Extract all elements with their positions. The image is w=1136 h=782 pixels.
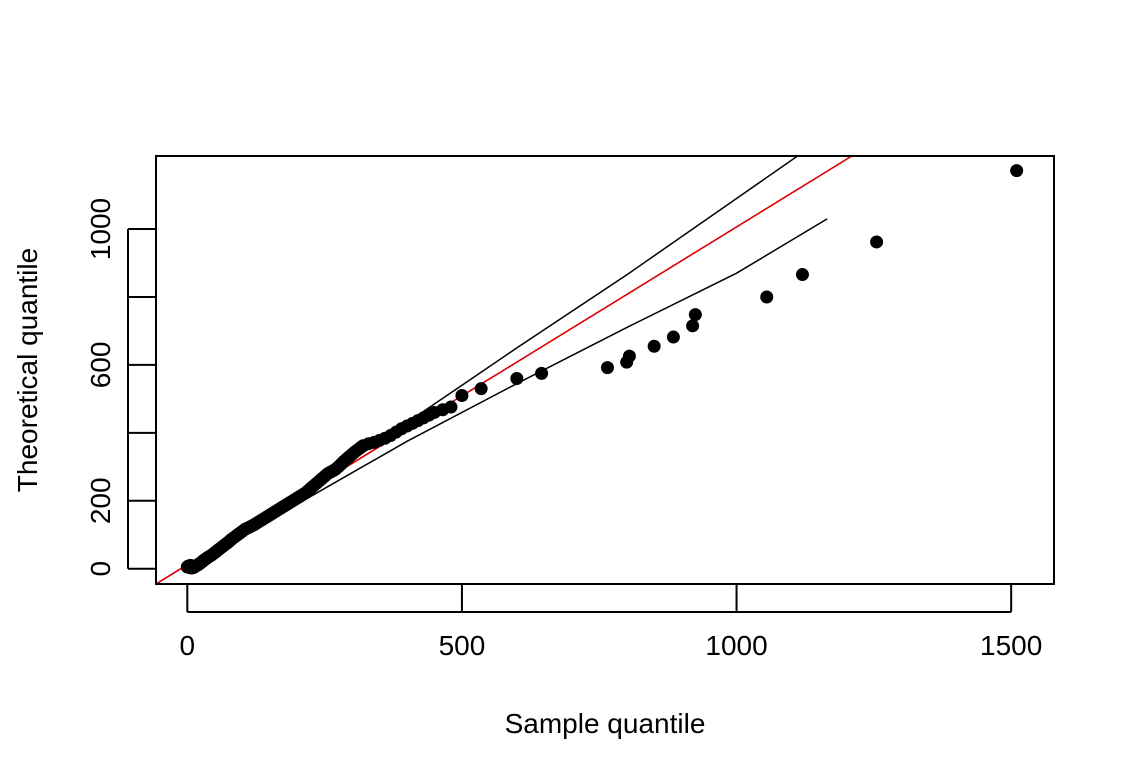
x-tick-label: 1000	[705, 630, 767, 661]
y-axis-label: Theoretical quantile	[12, 248, 43, 492]
data-point	[444, 400, 458, 414]
x-tick-label: 1500	[980, 630, 1042, 661]
data-point	[666, 330, 680, 344]
data-point	[870, 235, 884, 249]
data-point	[622, 349, 636, 363]
data-point	[1010, 164, 1024, 178]
confidence-envelope-lower	[186, 218, 828, 570]
data-point	[474, 382, 488, 396]
plot-frame	[155, 155, 1055, 585]
data-point	[795, 268, 809, 282]
data-point	[688, 308, 702, 322]
y-tick-label: 1000	[85, 198, 116, 260]
data-point	[686, 319, 700, 333]
y-tick-label: 0	[85, 561, 116, 577]
data-points	[180, 164, 1024, 575]
data-point	[600, 361, 614, 375]
y-tick-label: 200	[85, 477, 116, 524]
data-point	[647, 339, 661, 353]
x-tick-label: 500	[439, 630, 486, 661]
x-axis: 0 500 1000 1500	[180, 584, 1042, 661]
x-tick-label: 0	[180, 630, 196, 661]
x-axis-label: Sample quantile	[505, 708, 706, 739]
data-point	[535, 366, 549, 380]
y-tick-label: 600	[85, 342, 116, 389]
y-axis: 0 200 600 1000	[85, 198, 156, 577]
data-point	[510, 371, 524, 385]
data-point	[455, 388, 469, 402]
data-point	[760, 290, 774, 304]
